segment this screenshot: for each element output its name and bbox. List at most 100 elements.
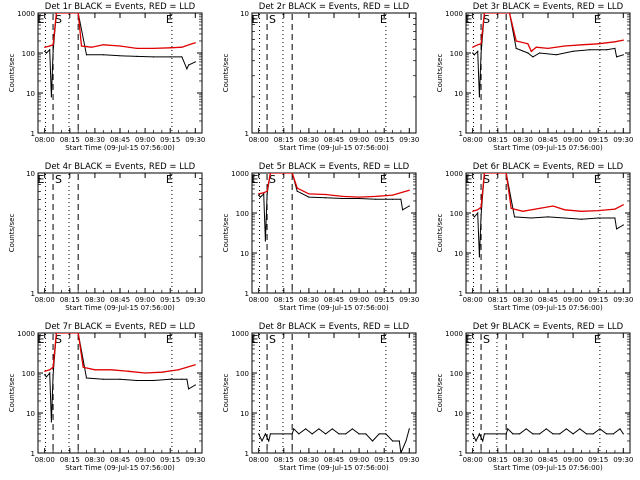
lld-point <box>552 205 554 207</box>
events-point <box>599 428 601 430</box>
y-tick-label: 100 <box>22 50 35 58</box>
x-tick-label: 08:00 <box>249 456 269 464</box>
x-tick-label: 08:45 <box>324 456 344 464</box>
lld-point <box>539 207 541 209</box>
events-point <box>477 212 479 214</box>
lld-point <box>392 194 394 196</box>
x-tick-label: 08:30 <box>299 296 319 304</box>
lld-point <box>77 13 79 14</box>
events-point <box>293 428 295 430</box>
events-point <box>532 56 534 58</box>
lld-point <box>483 173 485 174</box>
event-marker-label: E <box>380 333 387 346</box>
events-point <box>606 433 608 435</box>
events-point <box>519 433 521 435</box>
x-tick-label: 08:15 <box>274 136 294 144</box>
y-tick-label: 1000 <box>231 170 249 178</box>
x-axis-label: Start Time (09-Jul-15 07:56:00) <box>65 464 175 472</box>
events-point <box>513 216 516 218</box>
panel-title: Det 7r BLACK = Events, RED = LLD <box>45 322 196 332</box>
x-tick-label: 08:00 <box>35 136 55 144</box>
lld-point <box>564 209 566 211</box>
events-point <box>480 214 482 216</box>
plot-frame <box>465 12 631 134</box>
x-tick-label: 09:30 <box>399 456 419 464</box>
events-point <box>564 217 566 219</box>
x-tick-label: 08:00 <box>463 456 483 464</box>
x-tick-label: 09:30 <box>613 296 633 304</box>
y-axis-label: Counts/sec <box>8 374 16 413</box>
lld-point <box>597 210 599 212</box>
events-point <box>169 56 171 58</box>
lld-point <box>325 193 327 196</box>
lld-point <box>508 13 511 14</box>
events-point <box>181 56 183 58</box>
panel-title: Det 2r BLACK = Events, RED = LLD <box>259 2 410 12</box>
events-point <box>614 47 616 50</box>
event-marker-label: E <box>594 333 601 346</box>
event-marker-label: S <box>483 333 490 346</box>
lld-point <box>564 45 566 47</box>
y-tick-label: 1000 <box>445 170 463 178</box>
events-point <box>268 440 270 442</box>
lld-point <box>522 210 524 212</box>
panel-title: Det 9r BLACK = Events, RED = LLD <box>473 322 624 332</box>
y-tick-label: 1 <box>31 290 35 298</box>
events-point <box>552 433 554 435</box>
lld-point <box>535 46 537 48</box>
events-point <box>358 433 360 435</box>
x-tick-label: 09:30 <box>185 456 205 464</box>
y-tick-label: 1 <box>459 290 463 298</box>
events-point <box>331 428 333 430</box>
events-point <box>597 217 599 219</box>
plot-frame <box>251 332 417 454</box>
events-point <box>482 440 484 442</box>
x-tick-label: 08:15 <box>488 456 508 464</box>
event-marker-label: S <box>269 13 276 26</box>
event-marker-label: E <box>466 333 473 346</box>
y-axis-label: Counts/sec <box>222 214 230 253</box>
events-point <box>572 433 574 435</box>
events-point <box>325 433 327 435</box>
lld-point <box>55 13 57 14</box>
x-tick-label: 08:45 <box>324 296 344 304</box>
lld-point <box>80 45 83 47</box>
events-point <box>188 388 190 390</box>
events-point <box>264 433 266 435</box>
events-point <box>259 196 261 198</box>
events-point <box>572 50 574 52</box>
y-tick-label: 100 <box>236 210 249 218</box>
panel-title: Det 3r BLACK = Events, RED = LLD <box>473 2 624 12</box>
events-point <box>477 50 479 52</box>
y-tick-label: 100 <box>450 210 463 218</box>
events-point <box>472 214 474 216</box>
y-tick-label: 1 <box>459 450 463 458</box>
x-tick-label: 09:00 <box>563 296 583 304</box>
lld-point <box>44 370 46 372</box>
x-tick-label: 08:45 <box>538 456 558 464</box>
events-point <box>478 256 480 258</box>
lld-point <box>505 173 507 174</box>
events-point <box>398 440 400 442</box>
x-tick-label: 08:15 <box>274 456 294 464</box>
event-marker-label: E <box>466 173 473 186</box>
lld-point <box>102 44 104 46</box>
lld-point <box>483 13 485 14</box>
event-marker-label: S <box>483 13 490 26</box>
events-point <box>358 197 360 200</box>
x-tick-label: 08:15 <box>60 456 80 464</box>
x-axis-label: Start Time (09-Jul-15 07:56:00) <box>493 464 603 472</box>
events-point <box>559 433 561 435</box>
y-axis-label: Counts/sec <box>222 374 230 413</box>
x-tick-label: 08:30 <box>513 296 533 304</box>
lld-point <box>341 195 343 197</box>
events-point <box>402 209 404 211</box>
x-tick-label: 08:00 <box>249 136 269 144</box>
detector-panel: Det 2r BLACK = Events, RED = LLD Counts/s… <box>222 2 419 152</box>
detector-panel: Det 8r BLACK = Events, RED = LLD Counts/s… <box>222 322 419 472</box>
events-point <box>49 49 51 51</box>
y-tick-label: 10 <box>26 170 35 178</box>
x-tick-label: 08:30 <box>85 136 105 144</box>
events-point <box>545 428 547 430</box>
